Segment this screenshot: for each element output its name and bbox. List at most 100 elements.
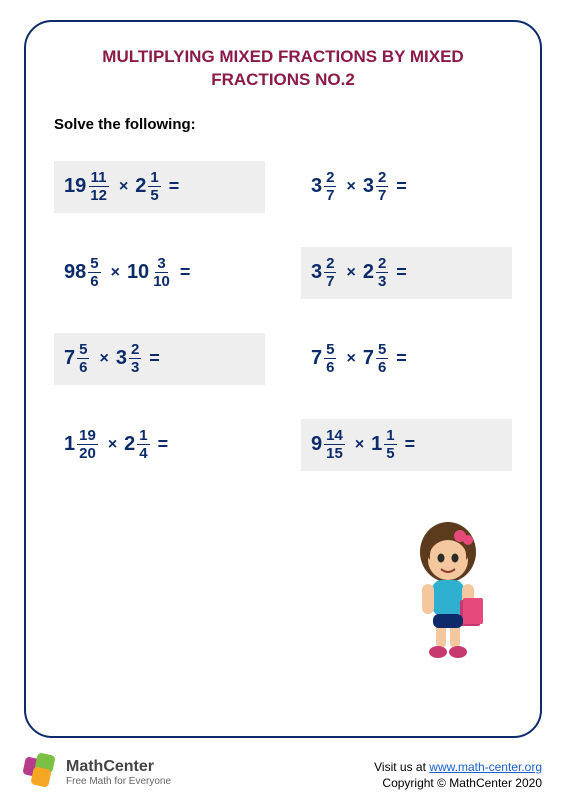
worksheet-title: MULTIPLYING MIXED FRACTIONS BY MIXED FRA… bbox=[54, 46, 512, 92]
numerator: 3 bbox=[155, 256, 167, 273]
numerator: 1 bbox=[137, 428, 149, 445]
problem-8: 91415×115= bbox=[301, 419, 512, 471]
fraction-part: 1112 bbox=[88, 170, 109, 203]
brand-name: MathCenter bbox=[66, 758, 171, 776]
numerator: 19 bbox=[77, 428, 98, 445]
fraction-part: 27 bbox=[324, 256, 336, 289]
denominator: 10 bbox=[151, 273, 172, 289]
problem-7: 11920×214= bbox=[54, 419, 265, 471]
numerator: 2 bbox=[376, 256, 388, 273]
visit-label: Visit us at bbox=[374, 760, 429, 774]
whole-part: 98 bbox=[64, 261, 86, 284]
equals-sign: = bbox=[396, 176, 407, 197]
numerator: 14 bbox=[324, 428, 345, 445]
denominator: 7 bbox=[324, 187, 336, 203]
whole-part: 1 bbox=[371, 433, 382, 456]
problem-2: 327×327= bbox=[301, 161, 512, 213]
whole-part: 3 bbox=[363, 175, 374, 198]
fraction-part: 1920 bbox=[77, 428, 98, 461]
fraction-part: 27 bbox=[324, 170, 336, 203]
whole-part: 7 bbox=[64, 347, 75, 370]
girl-illustration bbox=[388, 512, 508, 672]
logo-text: MathCenter Free Math for Everyone bbox=[66, 758, 171, 787]
equals-sign: = bbox=[405, 434, 416, 455]
problem-6: 756×756= bbox=[301, 333, 512, 385]
mixed-fraction-a: 756 bbox=[64, 342, 89, 375]
denominator: 3 bbox=[129, 359, 141, 375]
denominator: 12 bbox=[88, 187, 109, 203]
denominator: 6 bbox=[376, 359, 388, 375]
problems-grid: 191112×215=327×327=9856×10310=327×223=75… bbox=[54, 161, 512, 471]
mixed-fraction-a: 327 bbox=[311, 170, 336, 203]
denominator: 6 bbox=[88, 273, 100, 289]
whole-part: 3 bbox=[311, 261, 322, 284]
numerator: 2 bbox=[324, 170, 336, 187]
denominator: 5 bbox=[384, 445, 396, 461]
numerator: 5 bbox=[376, 342, 388, 359]
whole-part: 19 bbox=[64, 175, 86, 198]
multiply-operator: × bbox=[111, 264, 120, 282]
multiply-operator: × bbox=[119, 178, 128, 196]
denominator: 7 bbox=[376, 187, 388, 203]
fraction-part: 23 bbox=[129, 342, 141, 375]
mixed-fraction-b: 10310 bbox=[127, 256, 172, 289]
numerator: 2 bbox=[376, 170, 388, 187]
denominator: 6 bbox=[324, 359, 336, 375]
fraction-part: 310 bbox=[151, 256, 172, 289]
fraction-part: 56 bbox=[324, 342, 336, 375]
mixed-fraction-b: 327 bbox=[363, 170, 388, 203]
equals-sign: = bbox=[396, 348, 407, 369]
mixed-fraction-b: 215 bbox=[135, 170, 160, 203]
multiply-operator: × bbox=[99, 350, 108, 368]
whole-part: 1 bbox=[64, 433, 75, 456]
footer-right: Visit us at www.math-center.org Copyrigh… bbox=[374, 760, 542, 790]
fraction-part: 56 bbox=[88, 256, 100, 289]
numerator: 5 bbox=[77, 342, 89, 359]
dice-icon bbox=[24, 754, 60, 790]
whole-part: 7 bbox=[311, 347, 322, 370]
denominator: 6 bbox=[77, 359, 89, 375]
equals-sign: = bbox=[396, 262, 407, 283]
problem-3: 9856×10310= bbox=[54, 247, 265, 299]
multiply-operator: × bbox=[346, 178, 355, 196]
whole-part: 7 bbox=[363, 347, 374, 370]
numerator: 5 bbox=[324, 342, 336, 359]
denominator: 7 bbox=[324, 273, 336, 289]
denominator: 5 bbox=[148, 187, 160, 203]
mixed-fraction-a: 327 bbox=[311, 256, 336, 289]
mixed-fraction-a: 91415 bbox=[311, 428, 345, 461]
mixed-fraction-a: 756 bbox=[311, 342, 336, 375]
mixed-fraction-b: 323 bbox=[116, 342, 141, 375]
worksheet-frame: MULTIPLYING MIXED FRACTIONS BY MIXED FRA… bbox=[24, 20, 542, 738]
numerator: 2 bbox=[129, 342, 141, 359]
denominator: 4 bbox=[137, 445, 149, 461]
logo-block: MathCenter Free Math for Everyone bbox=[24, 754, 171, 790]
mixed-fraction-a: 9856 bbox=[64, 256, 101, 289]
fraction-part: 23 bbox=[376, 256, 388, 289]
whole-part: 2 bbox=[124, 433, 135, 456]
page-footer: MathCenter Free Math for Everyone Visit … bbox=[24, 754, 542, 790]
website-link[interactable]: www.math-center.org bbox=[429, 760, 542, 774]
numerator: 1 bbox=[148, 170, 160, 187]
brand-tagline: Free Math for Everyone bbox=[66, 776, 171, 787]
mixed-fraction-b: 214 bbox=[124, 428, 149, 461]
mixed-fraction-b: 223 bbox=[363, 256, 388, 289]
title-line-2: FRACTIONS NO.2 bbox=[211, 70, 355, 89]
problem-1: 191112×215= bbox=[54, 161, 265, 213]
whole-part: 3 bbox=[116, 347, 127, 370]
denominator: 3 bbox=[376, 273, 388, 289]
fraction-part: 15 bbox=[384, 428, 396, 461]
problem-4: 327×223= bbox=[301, 247, 512, 299]
fraction-part: 56 bbox=[77, 342, 89, 375]
numerator: 1 bbox=[384, 428, 396, 445]
whole-part: 9 bbox=[311, 433, 322, 456]
equals-sign: = bbox=[180, 262, 191, 283]
title-line-1: MULTIPLYING MIXED FRACTIONS BY MIXED bbox=[102, 47, 463, 66]
whole-part: 10 bbox=[127, 261, 149, 284]
denominator: 20 bbox=[77, 445, 98, 461]
numerator: 11 bbox=[89, 170, 109, 187]
fraction-part: 1415 bbox=[324, 428, 345, 461]
multiply-operator: × bbox=[355, 436, 364, 454]
mixed-fraction-b: 756 bbox=[363, 342, 388, 375]
mixed-fraction-b: 115 bbox=[371, 428, 396, 461]
